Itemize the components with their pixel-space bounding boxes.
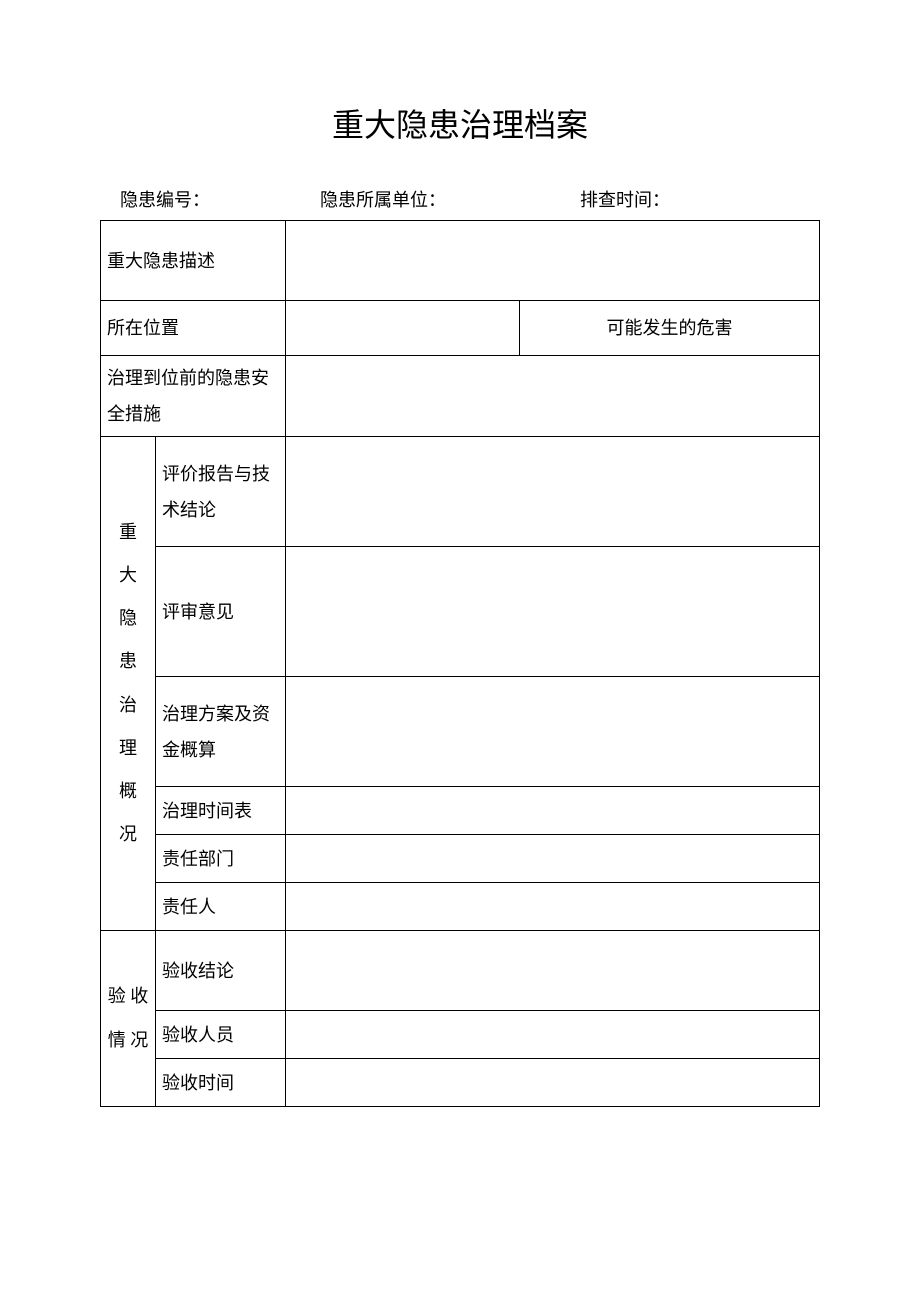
- pre-safety-label: 治理到位前的隐患安全措施: [101, 356, 286, 437]
- check-time-label: 排查时间：: [580, 190, 670, 210]
- eval-report-label: 评价报告与技术结论: [156, 437, 286, 547]
- dept-label: 责任部门: [156, 835, 286, 883]
- table-row: 验 收情 况 验收结论: [101, 931, 820, 1011]
- pre-safety-value: [286, 356, 820, 437]
- table-row: 重大隐患描述: [101, 221, 820, 301]
- document-title: 重大隐患治理档案: [100, 100, 820, 146]
- table-row: 所在位置 可能发生的危害: [101, 301, 820, 356]
- plan-budget-value: [286, 677, 820, 787]
- acc-time-value: [286, 1059, 820, 1107]
- acc-personnel-value: [286, 1011, 820, 1059]
- table-row: 治理到位前的隐患安全措施: [101, 356, 820, 437]
- dept-value: [286, 835, 820, 883]
- timeline-value: [286, 787, 820, 835]
- acc-conclusion-value: [286, 931, 820, 1011]
- table-row: 验收时间: [101, 1059, 820, 1107]
- possible-harm-label: 可能发生的危害: [520, 301, 820, 356]
- location-value: [286, 301, 520, 356]
- header-line: 隐患编号： 隐患所属单位： 排查时间：: [100, 186, 820, 212]
- review-opinion-label: 评审意见: [156, 547, 286, 677]
- review-opinion-value: [286, 547, 820, 677]
- location-label: 所在位置: [101, 301, 286, 356]
- overview-section-label: 重大隐患治理概况: [101, 437, 156, 931]
- table-row: 验收人员: [101, 1011, 820, 1059]
- hazard-unit-label: 隐患所属单位：: [320, 190, 446, 210]
- table-row: 评审意见: [101, 547, 820, 677]
- table-row: 责任人: [101, 883, 820, 931]
- hazard-table: 重大隐患描述 所在位置 可能发生的危害 治理到位前的隐患安全措施 重大隐患治理概…: [100, 220, 820, 1107]
- person-label: 责任人: [156, 883, 286, 931]
- table-row: 治理方案及资金概算: [101, 677, 820, 787]
- plan-budget-label: 治理方案及资金概算: [156, 677, 286, 787]
- acc-personnel-label: 验收人员: [156, 1011, 286, 1059]
- eval-report-value: [286, 437, 820, 547]
- acc-time-label: 验收时间: [156, 1059, 286, 1107]
- hazard-number-label: 隐患编号：: [120, 190, 210, 210]
- person-value: [286, 883, 820, 931]
- table-row: 责任部门: [101, 835, 820, 883]
- table-row: 治理时间表: [101, 787, 820, 835]
- table-row: 重大隐患治理概况 评价报告与技术结论: [101, 437, 820, 547]
- acc-conclusion-label: 验收结论: [156, 931, 286, 1011]
- acceptance-section-label: 验 收情 况: [101, 931, 156, 1107]
- timeline-label: 治理时间表: [156, 787, 286, 835]
- description-label: 重大隐患描述: [101, 221, 286, 301]
- description-value: [286, 221, 820, 301]
